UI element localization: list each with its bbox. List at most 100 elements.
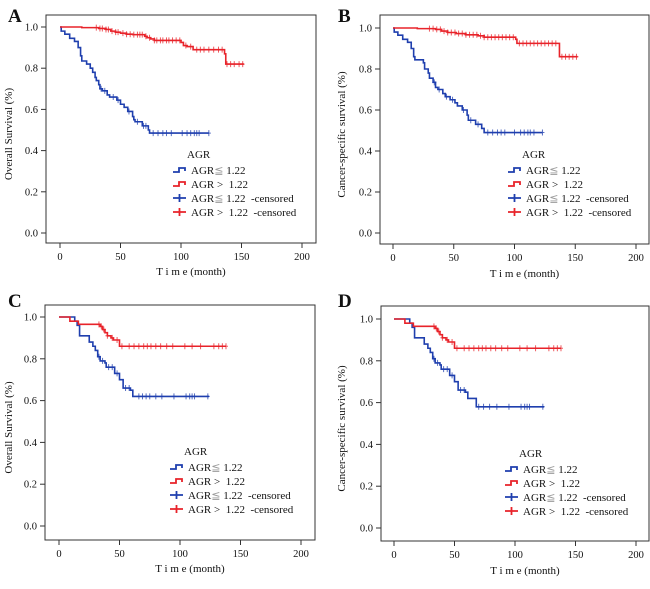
censor-mark <box>438 26 443 33</box>
legend-entry: AGR≦ 1.22 -censored <box>188 490 291 502</box>
censor-mark <box>539 40 544 47</box>
y-tick-label: 0.8 <box>360 356 373 367</box>
censor-mark <box>482 34 487 41</box>
y-tick-label: 0.0 <box>25 229 38 240</box>
x-tick-label: 50 <box>115 252 126 263</box>
censor-mark <box>559 53 564 60</box>
censor-mark <box>158 343 163 350</box>
censor-mark <box>494 403 499 410</box>
legend-entry-suffix: 1.22 <box>555 464 577 476</box>
legend-entry-suffix: 1.22 -censored <box>558 193 629 205</box>
legend-entry: AGR > 1.22 <box>523 478 580 490</box>
censor-mark <box>136 343 141 350</box>
legend-entry-suffix: 1.22 -censored <box>558 506 629 518</box>
censor-mark <box>115 370 120 377</box>
censor-mark <box>445 366 450 373</box>
legend-entry-prefix: AGR <box>191 207 215 219</box>
x-tick-label: 200 <box>628 550 644 561</box>
y-tick-label: 0.8 <box>25 64 38 75</box>
legend-entry: AGR≦ 1.22 -censored <box>526 193 629 205</box>
censor-mark <box>456 30 461 37</box>
legend-step-swatch <box>173 181 186 187</box>
legend-entry-suffix: 1.22 -censored <box>226 207 297 219</box>
censor-mark <box>99 85 104 92</box>
censor-mark <box>96 353 101 360</box>
x-tick-label: 0 <box>57 252 62 263</box>
censor-mark <box>154 37 159 44</box>
legend-entry-prefix: AGR <box>191 193 215 205</box>
censor-mark <box>119 343 124 350</box>
legend-entry-suffix: 1.22 <box>223 165 245 177</box>
y-tick-label: 0.0 <box>359 229 372 240</box>
censor-mark <box>143 33 148 40</box>
legend-entry-suffix: 1.22 -censored <box>223 504 294 516</box>
legend-step-swatch <box>505 466 518 472</box>
legend-step-swatch <box>508 181 521 187</box>
censor-mark <box>490 129 495 136</box>
legend-entry-prefix: AGR <box>188 462 212 474</box>
km-curve-low-agr <box>59 316 210 398</box>
legend-entry-operator: > <box>549 179 561 191</box>
legend-entry: AGR≦ 1.22 -censored <box>523 492 626 504</box>
censor-mark <box>528 129 533 136</box>
censor-mark <box>558 345 563 352</box>
y-tick-label: 0.2 <box>360 482 373 493</box>
censor-mark <box>511 34 516 41</box>
censor-mark <box>141 343 146 350</box>
censor-mark <box>468 117 473 124</box>
panel-letter: C <box>8 291 22 312</box>
legend-cross-swatch <box>170 505 183 513</box>
legend-entry: AGR≦ 1.22 <box>526 165 580 177</box>
x-tick-label: 100 <box>507 253 523 264</box>
km-curve-low-agr <box>393 27 543 134</box>
x-axis-title: T i m e (month) <box>156 266 226 278</box>
x-tick-label: 100 <box>507 550 523 561</box>
y-axis-title: Cancer-specific survival (%) <box>336 365 348 492</box>
censor-mark <box>461 107 466 113</box>
censor-mark <box>503 34 508 41</box>
censor-mark <box>110 334 115 341</box>
censor-mark <box>170 37 175 44</box>
legend-entry-prefix: AGR <box>191 165 215 177</box>
y-tick-label: 1.0 <box>24 313 37 324</box>
censor-mark <box>169 130 174 137</box>
legend-entry-operator: > <box>211 504 223 516</box>
censor-mark <box>485 129 490 136</box>
censor-mark <box>493 34 498 41</box>
y-tick-label: 0.6 <box>25 105 38 116</box>
censor-mark <box>228 61 233 68</box>
censor-mark <box>555 345 560 352</box>
legend-entry-suffix: 1.22 <box>558 478 580 490</box>
legend-step-swatch <box>508 167 521 173</box>
censor-mark <box>126 108 131 115</box>
censor-mark <box>220 343 225 350</box>
legend-cross-swatch <box>505 493 518 501</box>
censor-mark <box>431 25 436 32</box>
censor-mark <box>205 393 210 400</box>
censor-mark <box>445 29 450 36</box>
legend-entry-suffix: 1.22 <box>561 179 583 191</box>
x-axis-title: T i m e (month) <box>490 268 560 280</box>
censor-mark <box>164 343 169 350</box>
y-tick-label: 0.2 <box>24 480 37 491</box>
censor-mark <box>533 345 538 352</box>
censor-mark <box>123 385 128 392</box>
censor-mark <box>450 372 455 379</box>
censor-mark <box>128 31 133 38</box>
censor-mark <box>194 46 199 53</box>
km-curve-high-agr <box>394 318 561 350</box>
x-tick-label: 50 <box>114 549 125 560</box>
censor-mark <box>502 129 507 136</box>
legend-entry-operator: ≦ <box>549 165 558 177</box>
censor-mark <box>434 26 439 33</box>
censor-mark <box>488 345 493 352</box>
censor-mark <box>140 393 145 400</box>
x-tick-label: 200 <box>293 549 309 560</box>
censor-mark <box>450 338 455 345</box>
legend-entry-operator: ≦ <box>214 165 223 177</box>
panel-letter: B <box>338 6 351 27</box>
censor-mark <box>102 87 107 94</box>
x-tick-label: 150 <box>233 549 249 560</box>
y-tick-label: 0.6 <box>360 398 373 409</box>
